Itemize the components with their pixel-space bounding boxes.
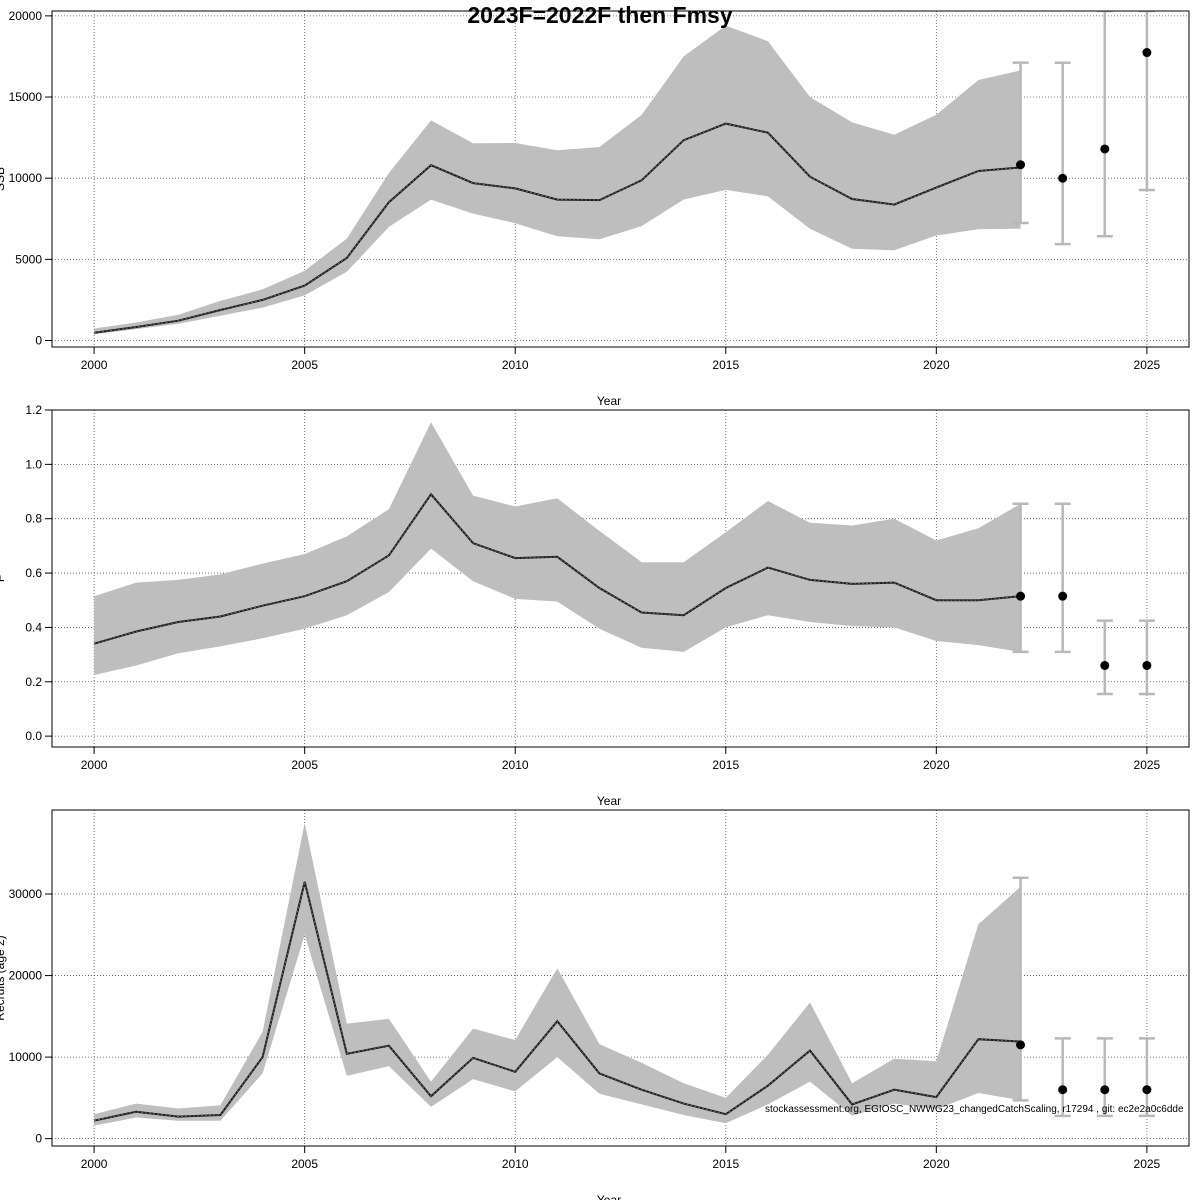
projection-point	[1142, 1085, 1152, 1095]
y-tick-label: 0.4	[25, 620, 42, 634]
chart-title: 2023F=2022F then Fmsy	[467, 2, 733, 28]
x-tick-label: 2025	[1134, 1157, 1161, 1171]
projection-point	[1142, 48, 1152, 58]
confidence-band	[94, 25, 1021, 335]
y-tick-label: 20000	[9, 969, 43, 983]
projection-point	[1100, 1085, 1110, 1095]
x-tick-label: 2010	[502, 358, 529, 372]
y-tick-label: 0.2	[25, 675, 42, 689]
estimate-line-dashed	[94, 881, 1021, 1122]
projection-point	[1142, 660, 1152, 670]
confidence-band	[94, 823, 1021, 1126]
x-tick-label: 2025	[1134, 758, 1161, 772]
plot-frame	[51, 809, 1190, 1147]
x-tick-label: 2015	[712, 358, 739, 372]
x-tick-label: 2010	[502, 758, 529, 772]
plot-area	[93, 823, 1155, 1126]
plot-area	[93, 422, 1155, 696]
confidence-band	[94, 422, 1021, 675]
y-tick-label: 5000	[15, 252, 42, 266]
projection-point	[1016, 591, 1026, 601]
y-tick-label: 30000	[9, 887, 43, 901]
y-tick-label: 20000	[9, 9, 43, 23]
y-axis-label: SSB	[0, 167, 7, 191]
x-tick-label: 2020	[923, 1157, 950, 1171]
y-tick-label: 0.8	[25, 512, 42, 526]
x-tick-label: 2015	[712, 1157, 739, 1171]
x-tick-label: 2025	[1134, 358, 1161, 372]
projection-point	[1058, 591, 1068, 601]
y-tick-label: 1.0	[25, 457, 42, 471]
ssb-panel: 2000 2005 2010 2015 2020 2025 0 5000 10000 15000 2…	[0, 9, 1190, 408]
y-tick-label: 0.0	[25, 729, 42, 743]
plot-frame	[51, 10, 1190, 348]
x-tick-label: 2020	[923, 758, 950, 772]
x-tick-label: 2000	[81, 358, 108, 372]
projection-point	[1016, 1040, 1026, 1050]
x-tick-label: 2015	[712, 758, 739, 772]
y-axis-label: Recruits (age 2)	[0, 935, 7, 1020]
y-tick-label: 0	[35, 334, 42, 348]
projection-point	[1058, 173, 1068, 183]
projection-point	[1100, 144, 1110, 154]
y-tick-label: 10000	[9, 1050, 43, 1064]
fbar-panel: 2000 2005 2010 2015 2020 2025 0.0 0.2 0.4 0.6 0.8 1…	[0, 403, 1190, 808]
plot-frame	[51, 409, 1190, 748]
x-axis-label: Year	[597, 1193, 621, 1200]
x-tick-label: 2000	[81, 1157, 108, 1171]
projection-point	[1100, 660, 1110, 670]
x-axis-label: Year	[597, 794, 621, 808]
x-tick-label: 2000	[81, 758, 108, 772]
estimate-line-dashed	[93, 493, 1021, 645]
y-tick-label: 0.6	[25, 566, 42, 580]
footer-note: stockassessment.org, EGIOSC_NWWG23_chang…	[765, 1104, 1184, 1115]
projection-point	[1058, 1085, 1068, 1095]
x-axis-label: Year	[597, 394, 621, 408]
y-tick-label: 1.2	[25, 403, 42, 417]
x-tick-label: 2005	[291, 1157, 318, 1171]
x-tick-label: 2010	[502, 1157, 529, 1171]
y-tick-label: 10000	[9, 171, 43, 185]
recruitment-panel: 2000 2005 2010 2015 2020 2025 0 10000 20000 30000…	[0, 809, 1190, 1200]
estimate-line-dashed	[94, 123, 1021, 334]
x-tick-label: 2020	[923, 358, 950, 372]
y-tick-label: 0	[35, 1132, 42, 1146]
projection-point	[1016, 160, 1026, 170]
y-tick-label: 15000	[9, 90, 43, 104]
x-tick-label: 2005	[291, 758, 318, 772]
plot-area	[93, 11, 1155, 335]
x-tick-label: 2005	[291, 358, 318, 372]
y-axis-label: F	[0, 575, 7, 582]
